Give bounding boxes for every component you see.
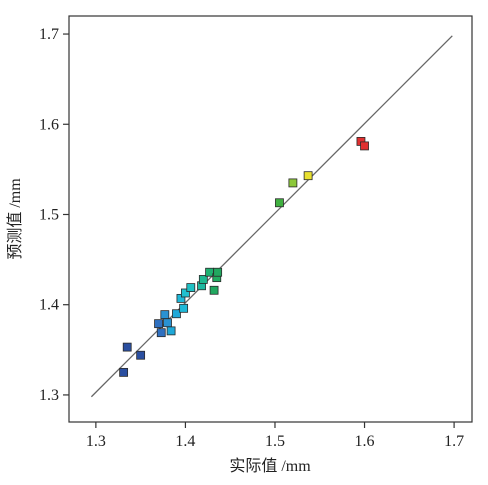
data-point: [186, 283, 196, 292]
reference-line-layer: [90, 35, 453, 398]
data-points: [119, 137, 369, 377]
data-point: [209, 285, 219, 295]
data-point: [172, 309, 181, 319]
y-tick-label: 1.7: [39, 26, 59, 43]
y-axis-label: 预测值 /mm: [6, 178, 24, 260]
data-point: [360, 141, 369, 151]
x-axis-ticks: 1.3 1.4 1.5 1.6 1.7: [86, 422, 464, 450]
data-point: [156, 328, 166, 338]
data-point: [198, 275, 208, 284]
x-tick-label: 1.3: [86, 433, 106, 450]
data-point: [136, 350, 146, 360]
y-tick-label: 1.4: [39, 297, 59, 314]
data-point: [176, 293, 186, 303]
data-point: [213, 267, 223, 277]
plot-frame: [68, 15, 473, 423]
data-point: [119, 367, 129, 377]
data-point: [160, 310, 170, 320]
x-tick-label: 1.6: [355, 433, 375, 450]
data-point: [303, 171, 313, 181]
data-point: [179, 303, 189, 313]
data-point: [122, 342, 132, 352]
x-tick-label: 1.7: [444, 433, 464, 450]
data-point: [275, 198, 284, 208]
x-tick-label: 1.4: [175, 433, 195, 450]
data-point: [166, 326, 176, 336]
data-point: [163, 318, 172, 328]
y-axis-ticks: 1.3 1.4 1.5 1.6 1.7: [39, 26, 69, 404]
x-tick-label: 1.5: [265, 433, 285, 450]
y-tick-label: 1.5: [39, 206, 59, 223]
reference-line: [90, 35, 453, 398]
data-point: [181, 288, 190, 298]
data-point: [154, 319, 163, 329]
data-point: [288, 178, 298, 188]
y-tick-label: 1.6: [39, 116, 59, 133]
y-tick-label: 1.3: [39, 387, 59, 404]
x-axis-label: 实际值 /mm: [229, 457, 311, 475]
